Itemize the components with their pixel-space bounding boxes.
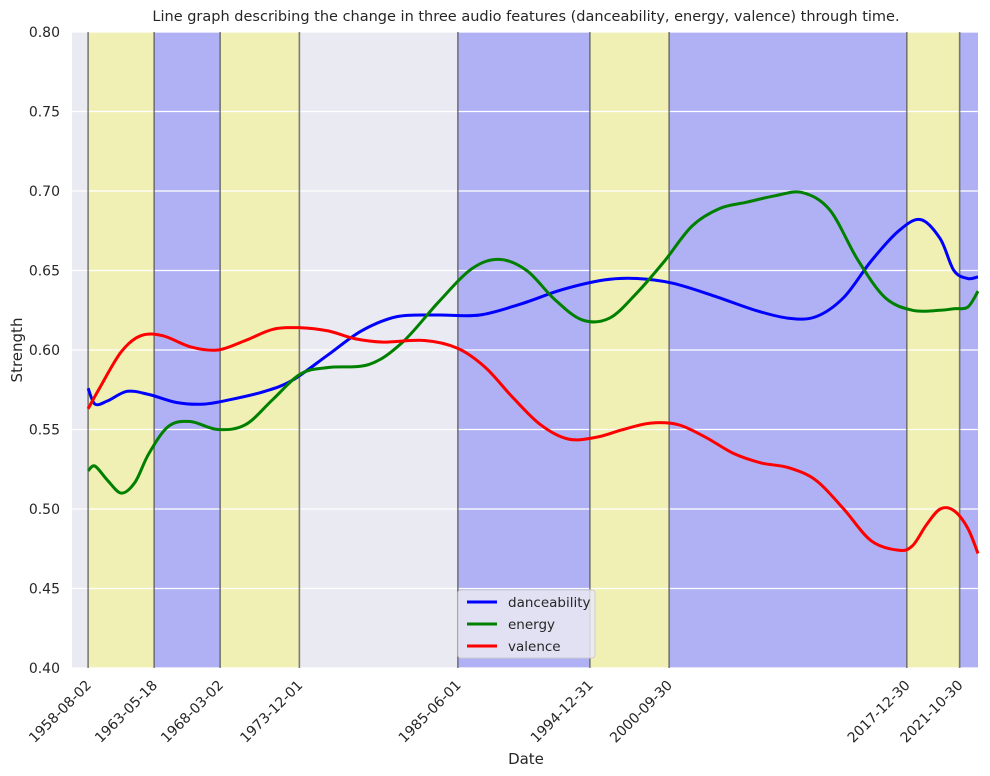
- legend-label-energy: energy: [508, 617, 555, 633]
- x-tick-label: 1958-08-02: [26, 678, 95, 747]
- x-tick-label: 1994-12-31: [528, 678, 597, 747]
- series-line-valence: [86, 326, 980, 555]
- x-tick-label: 1973-12-01: [237, 678, 306, 747]
- y-tick-label: 0.65: [29, 264, 60, 280]
- x-tick-label: 1985-06-01: [396, 678, 465, 747]
- legend: danceability energy valence: [457, 589, 596, 659]
- series-line-energy: [87, 190, 980, 495]
- legend-label-valence: valence: [508, 639, 561, 655]
- y-tick-label: 0.75: [29, 105, 60, 121]
- y-tick-label: 0.45: [29, 582, 60, 598]
- legend-box: [457, 589, 596, 659]
- legend-label-danceability: danceability: [508, 595, 591, 611]
- x-axis-title: Date: [508, 750, 544, 768]
- y-tick-label: 0.60: [29, 343, 60, 359]
- y-tick-label: 0.40: [29, 661, 60, 677]
- y-tick-label: 0.80: [29, 25, 60, 41]
- y-tick-labels: 0.40 0.45 0.50 0.55 0.60 0.65 0.70 0.75 0.80: [29, 25, 60, 677]
- y-tick-label: 0.55: [29, 423, 60, 439]
- x-tick-label: 1963-05-18: [92, 678, 161, 747]
- series-lines: [86, 190, 980, 555]
- x-tick-label: 2000-09-30: [607, 678, 676, 747]
- chart-title: Line graph describing the change in thre…: [152, 9, 899, 25]
- series-line-danceability: [86, 217, 979, 407]
- x-tick-label: 1968-03-02: [158, 678, 227, 747]
- y-tick-label: 0.70: [29, 184, 60, 200]
- y-axis-title: Strength: [8, 318, 26, 383]
- y-tick-label: 0.50: [29, 502, 60, 518]
